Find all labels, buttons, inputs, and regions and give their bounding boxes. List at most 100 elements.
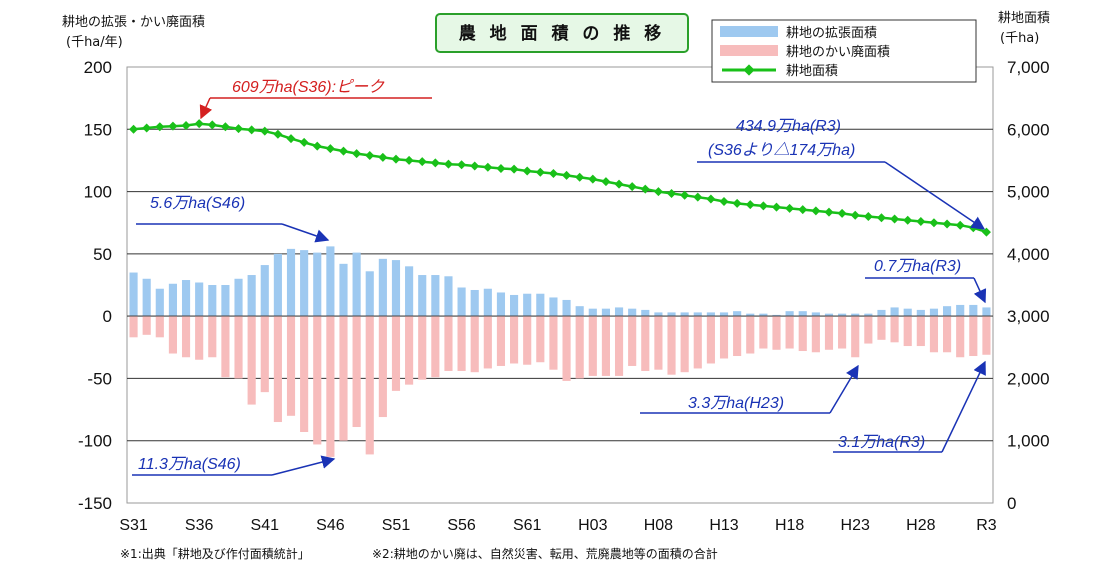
bar-expansion-S63 xyxy=(549,297,558,317)
left-tick-label: 0 xyxy=(103,307,112,326)
bar-expansion-S61 xyxy=(523,293,532,317)
point-area-S36 xyxy=(194,119,204,129)
bar-expansion-H22 xyxy=(838,313,847,317)
point-area-H04 xyxy=(601,177,611,187)
legend-label-area: 耕地面積 xyxy=(786,63,838,79)
bar-expansion-S46 xyxy=(326,246,335,317)
bar-expansion-H24 xyxy=(864,313,873,317)
left-axis-title-2: (千ha/年) xyxy=(66,35,123,50)
left-axis-title-1: 耕地の拡張・かい廃面積 xyxy=(62,14,205,30)
bar-abandonment-H08 xyxy=(654,316,663,370)
point-area-H23 xyxy=(850,210,860,220)
bar-abandonment-H15 xyxy=(746,316,755,354)
bar-expansion-H01 xyxy=(562,299,571,317)
x-tick-label: H03 xyxy=(578,517,607,534)
bar-expansion-S50 xyxy=(378,258,387,317)
bar-expansion-R2 xyxy=(969,304,978,317)
bar-abandonment-S39 xyxy=(234,316,243,379)
bar-abandonment-S58 xyxy=(483,316,492,369)
point-area-H29 xyxy=(929,218,939,228)
bar-abandonment-S43 xyxy=(286,316,296,416)
bar-abandonment-R3 xyxy=(982,316,991,355)
point-area-H10 xyxy=(680,190,690,200)
bar-expansion-H04 xyxy=(601,308,610,317)
right-tick-label: 5,000 xyxy=(1007,183,1050,202)
bar-abandonment-S34 xyxy=(168,316,177,354)
bar-abandonment-S60 xyxy=(510,316,519,364)
bar-abandonment-H16 xyxy=(759,316,768,349)
bar-expansion-H09 xyxy=(667,312,676,317)
bar-expansion-R3 xyxy=(982,307,991,317)
point-area-H09 xyxy=(667,188,677,198)
bar-abandonment-H28 xyxy=(916,316,925,347)
point-area-S62 xyxy=(535,167,545,177)
bar-expansion-S49 xyxy=(365,271,374,317)
bar-abandonment-H26 xyxy=(890,316,899,343)
bar-expansion-S39 xyxy=(234,278,243,317)
point-area-S58 xyxy=(483,162,493,172)
bar-expansion-H05 xyxy=(614,307,624,317)
right-axis-title-1: 耕地面積 xyxy=(998,10,1050,26)
point-area-H16 xyxy=(758,201,768,211)
legend-label-abandonment: 耕地のかい廃面積 xyxy=(786,44,890,60)
bar-abandonment-H05 xyxy=(614,316,624,376)
annotation-r3-area-2: (S36より△174万ha) xyxy=(708,141,855,159)
bar-expansion-H19 xyxy=(798,311,807,317)
x-tick-label: S31 xyxy=(119,517,148,534)
bar-abandonment-H13 xyxy=(719,316,729,359)
bar-expansion-S40 xyxy=(247,275,256,317)
bar-abandonment-S32 xyxy=(142,316,151,335)
point-area-H08 xyxy=(653,187,663,197)
point-area-S47 xyxy=(339,146,348,156)
bar-abandonment-S41 xyxy=(260,316,269,393)
bar-abandonment-H18 xyxy=(785,316,794,349)
bar-abandonment-R1 xyxy=(956,316,965,358)
x-tick-label: S56 xyxy=(447,517,476,534)
bar-expansion-S37 xyxy=(208,285,217,317)
point-area-S57 xyxy=(470,161,480,171)
x-tick-label: H13 xyxy=(709,517,738,534)
bar-abandonment-S55 xyxy=(444,316,453,371)
right-tick-label: 6,000 xyxy=(1007,120,1050,139)
footnote-source: ※1:出典「耕地及び作付面積統計」 xyxy=(120,546,310,561)
bar-expansion-H21 xyxy=(824,313,834,317)
bar-abandonment-H19 xyxy=(798,316,807,352)
bar-expansion-S33 xyxy=(155,288,164,317)
annotation-r3-area-1: 434.9万ha(R3) xyxy=(736,118,841,135)
bar-abandonment-H25 xyxy=(877,316,886,340)
annotation-h23-abandon: 3.3万ha(H23) xyxy=(688,395,784,412)
point-area-S44 xyxy=(299,137,309,147)
bar-abandonment-S45 xyxy=(313,316,322,445)
point-area-H06 xyxy=(627,182,637,192)
point-area-H26 xyxy=(890,214,900,224)
bar-expansion-S32 xyxy=(142,278,151,317)
bar-abandonment-S61 xyxy=(523,316,532,365)
annotation-r3-area-arrow xyxy=(884,161,986,230)
point-area-S40 xyxy=(247,125,257,135)
annotation-r3-abandon-arrow xyxy=(941,360,986,453)
bar-abandonment-S31 xyxy=(129,316,138,338)
point-area-S42 xyxy=(273,129,283,139)
bar-expansion-S54 xyxy=(431,275,440,317)
bar-expansion-S56 xyxy=(457,287,466,317)
point-area-S34 xyxy=(168,121,178,131)
point-area-H05 xyxy=(614,179,624,189)
bar-abandonment-S46 xyxy=(326,316,335,457)
bar-expansion-S55 xyxy=(444,276,453,317)
bar-expansion-S42 xyxy=(273,253,282,317)
bar-abandonment-S59 xyxy=(496,316,506,366)
bar-expansion-H25 xyxy=(877,309,886,317)
bar-abandonment-H03 xyxy=(588,316,597,376)
bar-expansion-H13 xyxy=(719,312,729,317)
right-axis-title-2: (千ha) xyxy=(1000,31,1039,46)
left-tick-label: 50 xyxy=(93,245,112,264)
bar-abandonment-S38 xyxy=(221,316,230,378)
bar-abandonment-H24 xyxy=(864,316,873,344)
right-tick-label: 0 xyxy=(1007,494,1016,513)
bar-expansion-H08 xyxy=(654,312,663,317)
x-tick-label: S51 xyxy=(382,517,411,534)
point-area-H15 xyxy=(745,200,755,210)
bar-abandonment-S51 xyxy=(391,316,401,391)
point-area-S33 xyxy=(155,122,165,132)
